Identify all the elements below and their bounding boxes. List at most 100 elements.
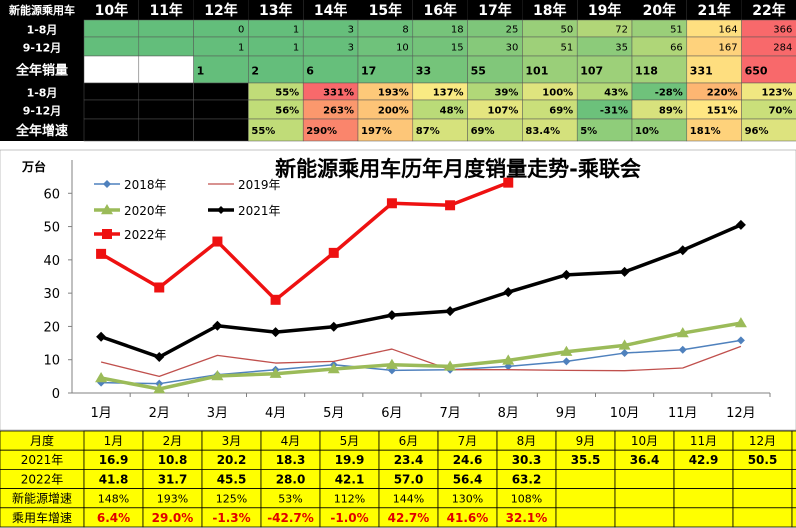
- growth-value: 87%: [416, 126, 440, 137]
- bottom-cell-value: 42.9: [689, 453, 719, 467]
- year-header: 15年: [369, 2, 402, 19]
- data-point: [735, 219, 746, 230]
- month-header: 12月: [749, 434, 776, 448]
- year-header-cell: [193, 0, 249, 20]
- growth-value: 56%: [275, 106, 299, 117]
- bottom-cell-value: 6.4%: [97, 511, 130, 525]
- data-point: [386, 198, 397, 209]
- bottom-cell-value: 45.5: [217, 472, 247, 486]
- bottom-row-label: 2022年: [21, 472, 64, 486]
- data-point: [620, 349, 629, 358]
- month-header: 5月: [340, 434, 360, 448]
- month-header: 4月: [281, 434, 301, 448]
- x-tick-label: 8月: [498, 406, 519, 421]
- volume-value: 6: [306, 65, 314, 78]
- data-point: [328, 321, 339, 332]
- growth-value: 290%: [306, 126, 337, 137]
- bottom-cell: [732, 488, 793, 509]
- growth-value: 181%: [690, 126, 721, 137]
- data-point: [444, 360, 457, 371]
- annual-cell: [791, 449, 796, 470]
- month-header: 6月: [399, 434, 419, 448]
- year-header-cell: [84, 0, 139, 20]
- bottom-cell-value: -42.7%: [267, 511, 314, 525]
- volume-value: 1: [293, 25, 299, 36]
- volume-cell: [138, 55, 194, 84]
- annual-cell: [791, 468, 796, 489]
- volume-value: 331: [690, 65, 713, 78]
- volume-value: 101: [525, 65, 548, 78]
- growth-value: 331%: [323, 88, 354, 99]
- growth-value: 263%: [323, 106, 354, 117]
- row-label: 全年增速: [15, 123, 68, 139]
- growth-value: 107%: [487, 106, 518, 117]
- volume-value: 164: [719, 25, 738, 36]
- series-line: [100, 181, 509, 302]
- year-header: 21年: [697, 2, 730, 19]
- volume-value: 10: [396, 43, 409, 54]
- data-point: [212, 320, 223, 331]
- data-point: [619, 266, 630, 277]
- bottom-cell-value: 63.2: [512, 472, 542, 486]
- volume-cell: [522, 55, 578, 84]
- year-header-cell: [358, 0, 413, 20]
- x-tick-label: 1月: [90, 406, 111, 421]
- data-point: [560, 345, 573, 356]
- year-header: 17年: [478, 2, 511, 19]
- row-label-cell: [0, 56, 84, 83]
- bottom-cell-value: 108%: [511, 493, 542, 506]
- series-2022年: [96, 177, 514, 305]
- growth-value: 70%: [768, 106, 792, 117]
- growth-cell: [83, 118, 140, 142]
- bottom-cell-value: 53%: [278, 493, 302, 506]
- growth-value: 193%: [378, 88, 409, 99]
- growth-value: 83.4%: [525, 126, 560, 137]
- bottom-cell-value: 130%: [452, 493, 483, 506]
- chart-title: 新能源乘用车历年月度销量走势-乘联会: [275, 157, 641, 181]
- volume-cell: [83, 55, 140, 84]
- growth-value: 10%: [635, 126, 659, 137]
- bottom-cell-value: 24.6: [453, 453, 483, 467]
- data-point: [328, 247, 339, 258]
- year-header-cell: [522, 0, 578, 20]
- volume-cell: [83, 19, 140, 38]
- month-header: 7月: [458, 434, 478, 448]
- y-tick-label: 60: [43, 187, 60, 202]
- data-point: [154, 282, 165, 293]
- volume-value: 15: [451, 43, 464, 54]
- bottom-cell-value: 30.3: [512, 453, 542, 467]
- row-label-cell: [0, 100, 84, 119]
- bottom-cell: [732, 468, 793, 489]
- x-tick-label: 6月: [381, 406, 402, 421]
- legend-label: 2021年: [238, 204, 281, 218]
- volume-value: 167: [719, 43, 738, 54]
- year-header-cell: [686, 0, 742, 20]
- bottom-cell-value: 41.6%: [447, 511, 489, 525]
- data-point: [153, 383, 166, 394]
- x-tick-label: 2月: [149, 406, 170, 421]
- volume-value: 72: [615, 25, 628, 36]
- legend-item: 2021年: [208, 204, 281, 218]
- data-point: [269, 367, 282, 378]
- volume-cell: [302, 55, 359, 84]
- bottom-cell-value: 50.5: [748, 453, 778, 467]
- x-tick-label: 11月: [668, 406, 698, 421]
- year-header: 13年: [259, 2, 292, 19]
- y-tick-label: 50: [43, 221, 60, 236]
- series-2020年: [95, 317, 747, 394]
- bottom-cell: [614, 507, 675, 528]
- volume-value: 1: [238, 43, 244, 54]
- year-header-cell: [138, 0, 194, 20]
- bottom-cell-value: 36.4: [630, 453, 660, 467]
- annual-header-cell: [791, 430, 796, 451]
- annual-sales-table: 新能源乘用车 10年 11年 12年 13年 14年 15年 16年 17年 18年 19年 20年 2…: [0, 0, 796, 142]
- volume-value: 51: [670, 25, 683, 36]
- year-header: 10年: [95, 2, 128, 19]
- legend-item: 2018年: [94, 178, 167, 192]
- bottom-cell-value: 144%: [393, 493, 424, 506]
- x-tick-label: 4月: [265, 406, 286, 421]
- volume-value: 8: [402, 25, 408, 36]
- growth-value: 69%: [471, 126, 495, 137]
- monthly-sales-line-chart: 新能源乘用车历年月度销量走势-乘联会 万台 0 10 20 30 40 50 60 1月 2月 3…: [0, 149, 796, 431]
- year-header-cell: [741, 0, 796, 20]
